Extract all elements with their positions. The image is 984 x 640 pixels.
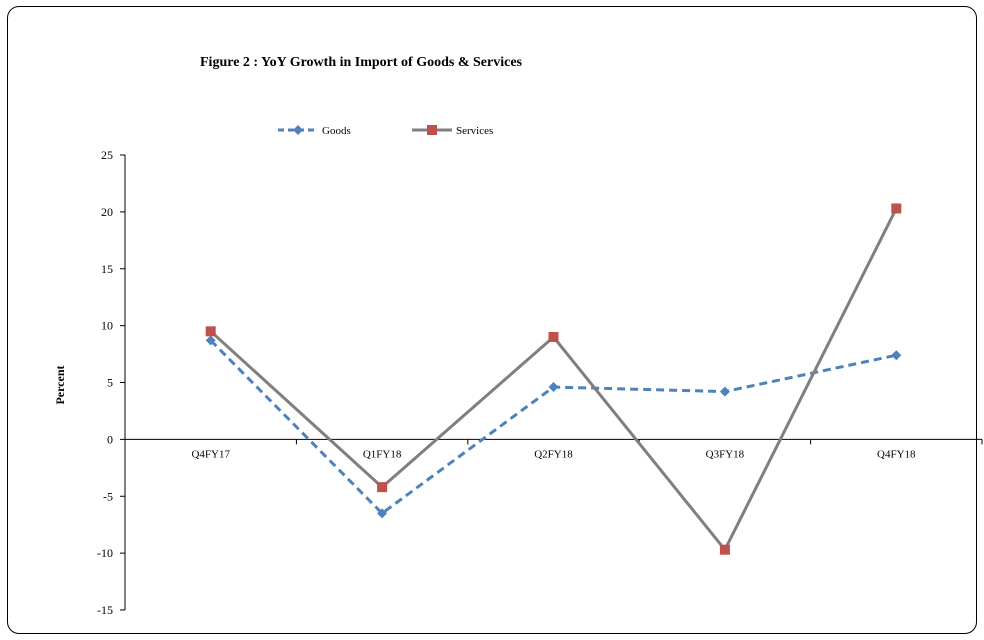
y-tick-label: 10 (101, 319, 113, 333)
goods-point (377, 508, 388, 519)
services-point (548, 332, 559, 342)
x-tick-label: Q4FY18 (877, 448, 916, 460)
y-tick-label: -5 (103, 489, 113, 503)
legend: Goods Services (278, 125, 493, 137)
y-axis-label: Percent (53, 365, 67, 404)
y-tick-label: 20 (101, 205, 113, 219)
legend-marker-goods (293, 125, 303, 135)
chart-title: Figure 2 : YoY Growth in Import of Goods… (200, 55, 523, 70)
goods-point (719, 386, 730, 397)
goods-point (205, 335, 216, 346)
legend-marker-services (427, 125, 437, 135)
services-point (377, 482, 388, 493)
services-point (205, 326, 216, 337)
goods-point (891, 350, 902, 361)
x-tick-label: Q3FY18 (706, 448, 745, 460)
legend-label-services: Services (456, 125, 493, 137)
legend-label-goods: Goods (322, 125, 351, 137)
series-line-services (209, 207, 898, 552)
goods-point (548, 382, 559, 393)
x-tick-label: Q2FY18 (534, 448, 573, 460)
x-tick-label: Q4FY17 (191, 448, 230, 460)
services-point (719, 544, 730, 555)
y-tick-label: 25 (101, 148, 113, 162)
y-tick-label: 5 (107, 376, 113, 390)
y-tick-label: 0 (107, 432, 113, 446)
x-tick-label: Q1FY18 (363, 448, 402, 460)
y-tick-label: -10 (97, 546, 113, 560)
series-group (205, 203, 902, 555)
services-point (891, 203, 902, 214)
series-line-goods (209, 339, 897, 515)
y-tick-label: -15 (97, 603, 113, 617)
chart-frame (7, 6, 977, 634)
y-tick-label: 15 (101, 262, 113, 276)
axes: -15 -10 -5 0 5 10 15 20 25 Q4FY17 Q1FY18 Q2FY18 Q3FY… (97, 148, 983, 617)
